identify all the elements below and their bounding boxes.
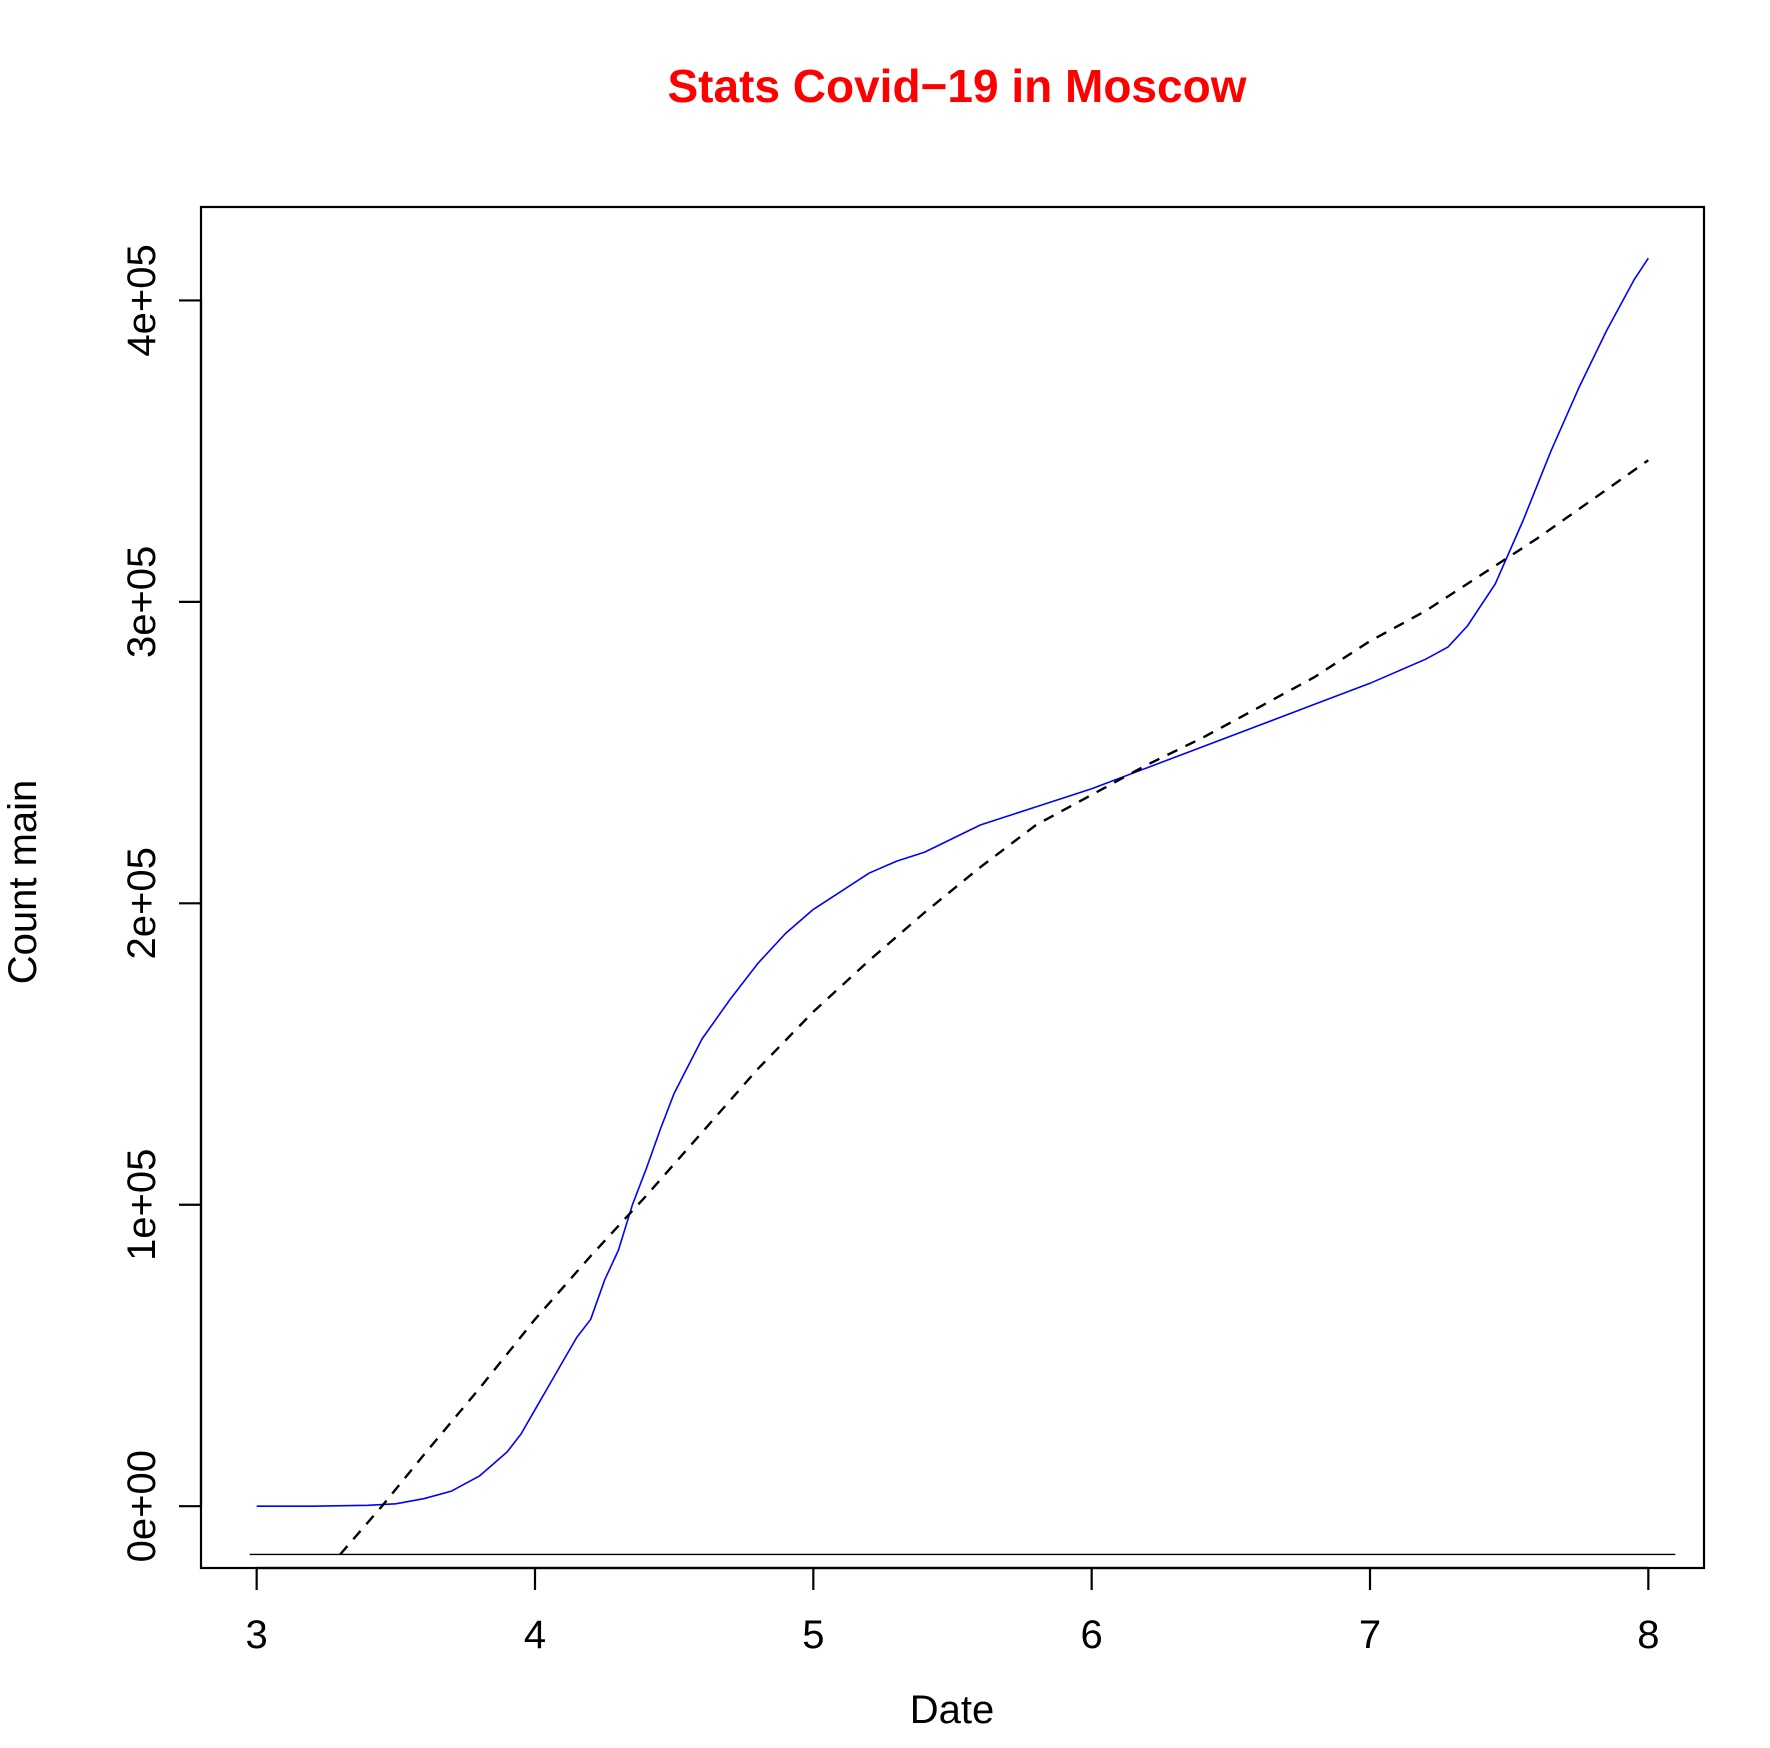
y-axis-label: Count main	[1, 780, 45, 985]
x-axis: 3 4 5 6 7 8	[246, 1566, 1659, 1657]
series-line-2	[339, 459, 1649, 1556]
y-tick-label: 2e+05	[120, 847, 164, 959]
plot-area	[249, 257, 1676, 1556]
x-axis-label: Date	[910, 1688, 995, 1732]
y-tick-label: 4e+05	[120, 244, 164, 356]
x-tick-label: 7	[1359, 1613, 1381, 1657]
chart-title: Stats Covid−19 in Moscow	[668, 60, 1247, 112]
x-tick-label: 5	[802, 1613, 824, 1657]
y-tick-label: 0e+00	[120, 1450, 164, 1562]
x-tick-label: 3	[246, 1613, 268, 1657]
y-tick-label: 3e+05	[120, 546, 164, 658]
plot-frame	[199, 205, 1706, 1570]
x-tick-label: 6	[1081, 1613, 1103, 1657]
y-tick-label: 1e+05	[120, 1149, 164, 1261]
x-tick-label: 8	[1637, 1613, 1659, 1657]
y-axis: 0e+00 1e+05 2e+05 3e+05 4e+05	[120, 244, 203, 1562]
x-tick-label: 4	[524, 1613, 546, 1657]
series-line-1	[256, 257, 1649, 1507]
